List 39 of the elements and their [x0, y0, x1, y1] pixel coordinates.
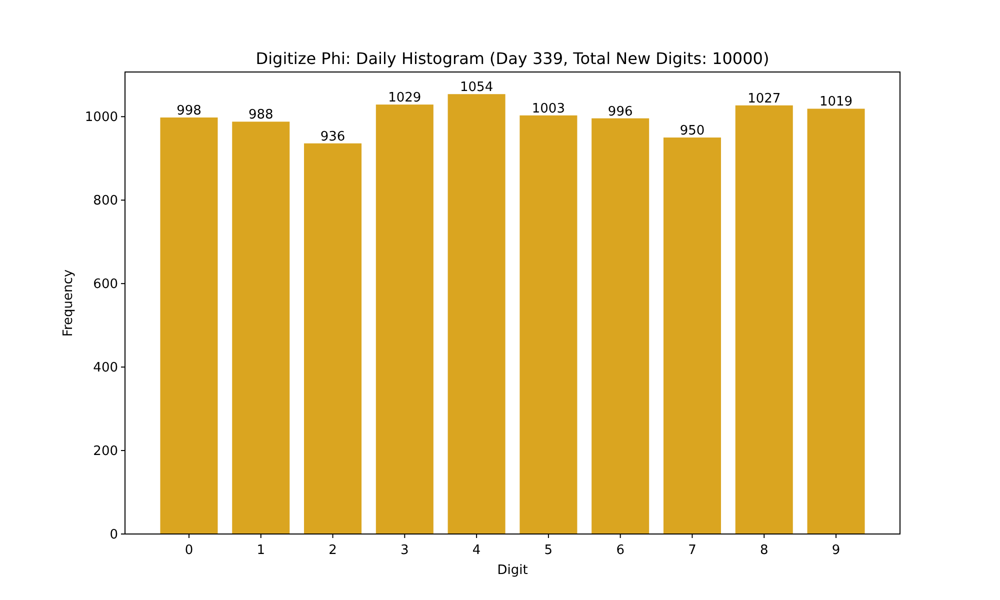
- data-label: 936: [320, 129, 346, 144]
- bar: [520, 115, 578, 534]
- bar: [304, 143, 362, 534]
- data-label: 1029: [388, 90, 422, 106]
- y-axis-title: Frequency: [61, 269, 76, 337]
- x-tick-label: 8: [760, 543, 768, 558]
- x-tick-label: 6: [616, 543, 624, 558]
- bar: [735, 105, 793, 534]
- y-tick-label: 0: [110, 528, 118, 543]
- x-tick-label: 2: [328, 543, 337, 558]
- y-tick-label: 200: [93, 444, 118, 460]
- y-tick-label: 400: [93, 360, 118, 376]
- data-label: 1003: [532, 101, 565, 116]
- data-label: 996: [608, 104, 633, 120]
- chart-title: Digitize Phi: Daily Histogram (Day 339, Total New Digits: 10000): [256, 49, 770, 68]
- bar: [592, 118, 650, 534]
- data-label: 1027: [748, 91, 781, 106]
- bar: [807, 108, 865, 534]
- x-tick-label: 0: [184, 543, 194, 558]
- y-tick-label: 800: [93, 194, 118, 209]
- bar: [448, 94, 506, 534]
- data-label: 1019: [819, 94, 853, 110]
- bar: [663, 138, 721, 534]
- x-tick-label: 3: [400, 543, 409, 558]
- data-label: 1054: [460, 80, 494, 96]
- data-label: 988: [248, 108, 274, 123]
- y-tick-label: 600: [93, 277, 118, 292]
- data-label: 950: [680, 124, 705, 139]
- x-axis-title: Digit: [497, 563, 528, 578]
- bar: [160, 117, 218, 534]
- bar: [376, 104, 434, 534]
- y-tick-label: 1000: [84, 110, 118, 126]
- x-tick-label: 1: [256, 543, 266, 558]
- x-tick-label: 4: [472, 543, 481, 558]
- x-tick-label: 5: [544, 543, 553, 558]
- x-tick-label: 7: [688, 543, 696, 558]
- bar: [232, 122, 290, 534]
- x-tick-label: 9: [832, 543, 840, 558]
- data-label: 998: [176, 103, 202, 118]
